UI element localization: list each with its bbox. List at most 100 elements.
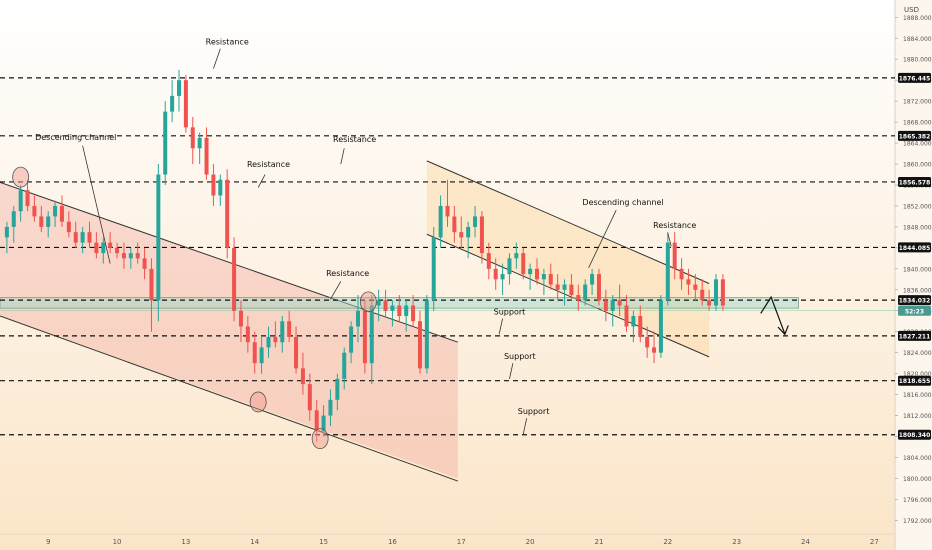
price-badge-label: 52:23 [905, 308, 924, 315]
x-tick-label: 22 [663, 538, 672, 546]
annotation-pointer [82, 145, 111, 264]
annotation-pointer [330, 281, 342, 300]
candle-body [108, 242, 113, 248]
highlight-circle [359, 291, 377, 313]
candle-body [128, 253, 133, 259]
candle-body [590, 274, 595, 285]
candle-body [562, 284, 567, 290]
candle-body [638, 315, 643, 337]
candle-body [376, 300, 381, 306]
candle-body [39, 216, 44, 227]
candle-body [521, 253, 526, 275]
highlight-circle [249, 391, 267, 413]
x-tick-label: 17 [457, 538, 466, 546]
candle-body [252, 342, 257, 364]
y-tick-label: 1848.000 [903, 224, 932, 231]
candle-body [665, 242, 670, 301]
candle-body [686, 279, 691, 285]
forecast-arrow-head [777, 325, 789, 336]
y-tick-label: 1824.000 [903, 350, 932, 357]
candle-body [459, 232, 464, 238]
candle-body [259, 347, 264, 364]
candle-body [87, 232, 92, 243]
candle-body [576, 295, 581, 301]
candle-body [486, 253, 491, 269]
candle-body [300, 368, 305, 385]
candle-body [583, 284, 588, 301]
candle-body [631, 315, 636, 327]
y-tick-label: 1840.000 [903, 266, 932, 273]
channel-fill-left [0, 182, 458, 479]
annotation-label: Resistance [326, 269, 369, 278]
candle-body [232, 247, 237, 311]
annotation-label: Descending channel [35, 133, 116, 142]
candle-body [197, 137, 202, 149]
forecast-arrow [760, 295, 786, 335]
candle-body [94, 242, 99, 254]
candle-body [445, 205, 450, 217]
y-tick-label: 1868.000 [903, 120, 932, 127]
candle-body [693, 284, 698, 290]
candle-body [190, 127, 195, 149]
y-tick-label: 1800.000 [903, 476, 932, 483]
price-badge-label: 1856.578 [899, 179, 931, 186]
channel-upper-line-right [426, 160, 710, 284]
candle-body [287, 321, 292, 337]
price-badge-label: 1876.445 [899, 75, 931, 82]
candle-body [424, 300, 429, 369]
candle-body [53, 205, 58, 217]
candle-body [349, 326, 354, 353]
price-badge-label: 1865.382 [899, 133, 931, 140]
y-tick-label: 1796.000 [903, 497, 932, 504]
y-tick-label: 1884.000 [903, 36, 932, 43]
candle-body [404, 305, 409, 316]
price-axis-background [895, 0, 932, 550]
price-badge-label: 1808.340 [899, 432, 931, 439]
x-tick-label: 9 [46, 538, 50, 546]
price-badge-label: 1834.032 [899, 298, 931, 305]
candle-body [321, 415, 326, 432]
y-tick-label: 1836.000 [903, 287, 932, 294]
candle-body [142, 258, 147, 269]
y-tick-label: 1812.000 [903, 413, 932, 420]
candle-body [156, 174, 161, 301]
candle-body [280, 321, 285, 343]
candle-body [569, 284, 574, 296]
annotation-label: Resistance [653, 221, 696, 230]
candle-body [342, 352, 347, 379]
annotation-pointer [588, 209, 617, 268]
x-tick-label: 20 [526, 538, 535, 546]
price-badge [898, 72, 931, 83]
price-badge-label: 1844.085 [899, 245, 931, 252]
candle-body [115, 247, 120, 254]
candle-body [397, 305, 402, 316]
candle-body [183, 80, 188, 128]
candle-body [700, 289, 705, 301]
price-badge-label: 1827.211 [899, 333, 931, 340]
x-tick-label: 27 [870, 538, 879, 546]
candle-body [245, 326, 250, 343]
price-badge [898, 176, 931, 187]
x-tick-label: 14 [250, 538, 259, 546]
candle-body [80, 232, 85, 243]
currency-label: USD [904, 6, 919, 14]
candle-body [18, 190, 23, 212]
y-tick-label: 1880.000 [903, 57, 932, 64]
x-tick-label: 16 [388, 538, 397, 546]
y-tick-label: 1792.000 [903, 518, 932, 525]
candle-body [383, 300, 388, 311]
candle-body [225, 179, 230, 248]
x-tick-label: 15 [319, 538, 328, 546]
candle-body [714, 279, 718, 306]
x-tick-label: 23 [732, 538, 741, 546]
channel-lower-line-left [0, 315, 458, 482]
candle-body [596, 274, 601, 301]
candle-body [417, 321, 422, 369]
y-tick-label: 1864.000 [903, 141, 932, 148]
candle-body [431, 237, 436, 301]
candle-body [535, 268, 539, 280]
candle-body [541, 274, 546, 280]
candle-body [390, 305, 395, 311]
highlight-circle [311, 428, 329, 450]
